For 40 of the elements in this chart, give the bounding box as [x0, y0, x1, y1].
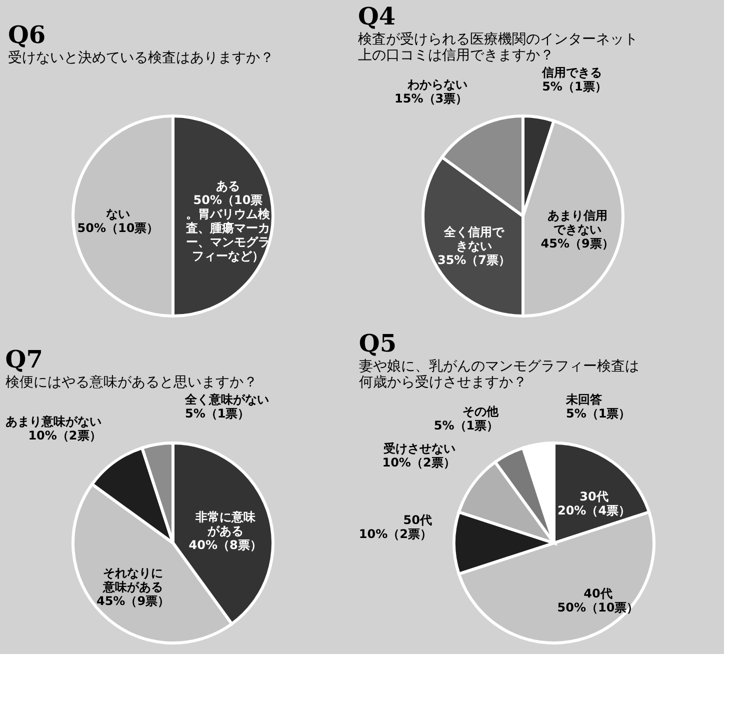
chart-subtitle: 受けないと決めている検査はありますか？ [8, 50, 274, 66]
slice-label: その他 [462, 404, 500, 418]
data-label: 10%（2票） [382, 455, 456, 470]
chart-title: Q4 [358, 2, 396, 30]
slice-label: 未回答 [565, 392, 603, 406]
chart-title: Q6 [8, 20, 46, 49]
slice-label: ある [216, 179, 240, 193]
slice-label: あまり信用できない [547, 208, 608, 237]
slice-label: 40代 [584, 586, 612, 600]
slice-label: 全く意味がない [184, 392, 269, 406]
data-label: 45%（9票） [96, 594, 170, 608]
data-label: 50%（10票） [77, 221, 159, 235]
data-label: 50%（10票） [557, 600, 639, 614]
data-label: 50%（10票。胃バリウム検査、腫瘍マーカー、マンモグラフィーなど） [185, 193, 271, 263]
slice-label: 全く信用できない [442, 224, 505, 253]
slice-label: 非常に意味がある [194, 510, 256, 538]
chart-title: Q5 [358, 328, 397, 358]
data-label: 5%（1票） [185, 406, 250, 420]
slice-label: 50代 [403, 513, 432, 527]
slice-label: あまり意味がない [5, 414, 102, 428]
chart-title: Q7 [5, 344, 43, 374]
data-label: 10%（2票） [28, 428, 102, 442]
data-label: 5%（1票） [566, 406, 631, 420]
slice-label: 30代 [580, 490, 608, 504]
data-label: 20%（4票） [557, 504, 631, 518]
chart-subtitle: 検便にはやる意味があると思いますか？ [5, 374, 258, 390]
data-label: 45%（9票） [540, 236, 614, 251]
data-label: 5%（1票） [434, 418, 499, 432]
data-label: 10%（2票） [358, 527, 432, 541]
slice-label: 信用できる [541, 66, 602, 80]
slice-label: 受けさせない [382, 441, 456, 456]
slice-label: わからない [406, 77, 468, 92]
slice-label: それなりに意味がある [102, 566, 163, 594]
data-label: 40%（8票） [188, 538, 262, 552]
chart-subtitle: 妻や娘に、乳がんのマンモグラフィー検査は何歳から受けさせますか？ [358, 358, 639, 390]
slice-label: ない [106, 207, 130, 221]
data-label: 5%（1票） [542, 80, 607, 94]
data-label: 15%（3票） [394, 91, 468, 106]
data-label: 35%（7票） [437, 252, 511, 267]
chart-subtitle: 検査が受けられる医療機関のインターネット上の口コミは信用できますか？ [358, 32, 638, 64]
